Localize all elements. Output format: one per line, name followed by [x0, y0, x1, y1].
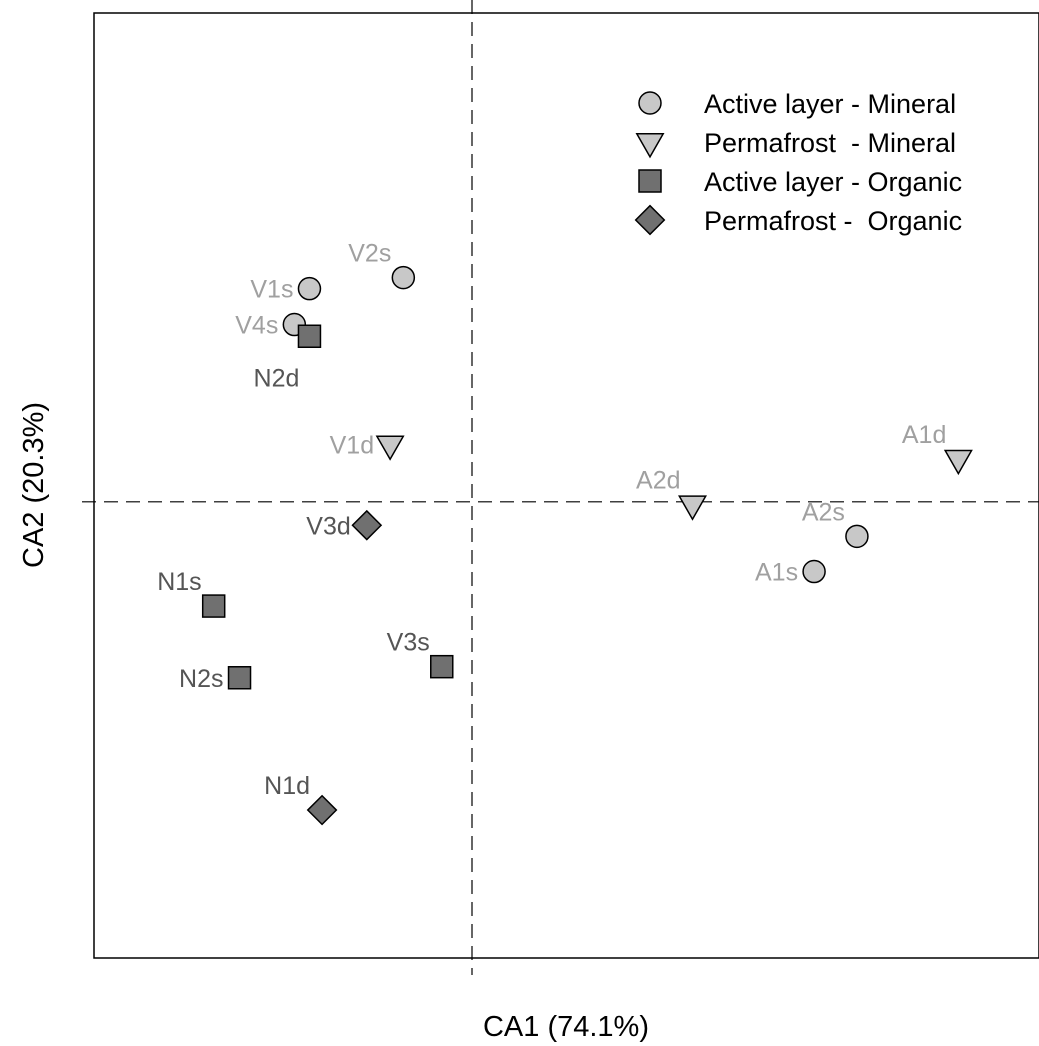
legend-marker-pf-org	[634, 204, 666, 236]
point-label-a2d: A2d	[636, 466, 680, 494]
point-label-n1s: N1s	[157, 568, 201, 596]
legend-label-pf-org: Permafrost - Organic	[704, 206, 962, 236]
point-v3s-marker	[430, 654, 454, 679]
plot-frame	[93, 12, 1039, 959]
y-axis-label: CA2 (20.3%)	[18, 402, 50, 568]
point-v1d-marker	[375, 435, 405, 461]
legend-label-pf-min: Permafrost - Mineral	[704, 128, 956, 158]
point-a1s-marker	[802, 559, 826, 584]
point-a2d-marker	[678, 495, 707, 521]
x-axis-label: CA1 (74.1%)	[483, 1011, 649, 1043]
data-points: V1s V2s V4s A1s A2s V1d A2d A1d N2d N1s N2s V3s V3d N…	[157, 240, 973, 826]
legend-label-al-min: Active layer - Mineral	[704, 89, 956, 119]
point-label-v1d: V1d	[330, 431, 374, 459]
point-label-a1s: A1s	[755, 559, 798, 587]
point-label-n2s: N2s	[179, 665, 223, 693]
point-n2d-marker	[297, 324, 322, 349]
point-n1d-marker	[306, 794, 338, 826]
point-label-n2d: N2d	[254, 364, 300, 392]
point-v2s-marker	[391, 265, 416, 290]
legend: Active layer - Mineral Permafrost - Miner…	[634, 89, 962, 236]
point-label-v4s: V4s	[235, 312, 278, 340]
point-v1s-marker	[297, 276, 322, 301]
point-label-v1s: V1s	[250, 276, 293, 304]
point-label-a2s: A2s	[802, 498, 845, 526]
point-label-a1d: A1d	[902, 421, 946, 449]
point-label-v3s: V3s	[387, 629, 430, 657]
legend-marker-pf-min	[635, 133, 665, 159]
legend-label-al-org: Active layer - Organic	[704, 167, 962, 197]
point-n1s-marker	[201, 594, 226, 618]
point-a1d-marker	[943, 449, 973, 476]
point-n2s-marker	[227, 666, 252, 690]
point-label-v3d: V3d	[306, 512, 350, 540]
point-v3d-marker	[351, 509, 383, 541]
point-label-v2s: V2s	[348, 240, 391, 268]
legend-marker-al-min	[638, 91, 662, 115]
legend-marker-al-org	[638, 169, 662, 193]
point-a2s-marker	[845, 524, 869, 549]
point-label-n1d: N1d	[264, 772, 310, 800]
